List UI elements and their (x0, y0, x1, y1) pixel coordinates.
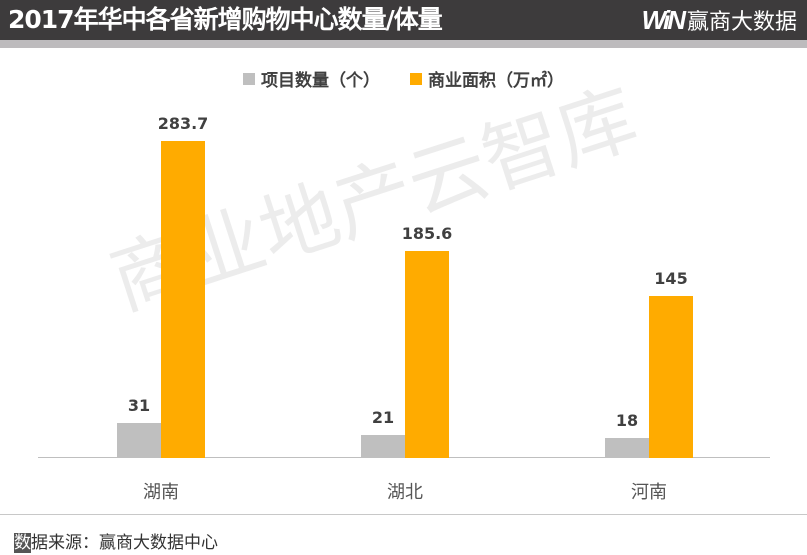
category-label: 湖北 (387, 482, 423, 503)
brand-name: 赢商大数据 (686, 10, 797, 35)
brand-logo-icon: WiN (641, 4, 686, 35)
bar (361, 434, 405, 458)
legend-label: 项目数量（个） (261, 71, 380, 91)
data-label: 145 (654, 268, 688, 288)
data-label: 21 (371, 407, 395, 427)
legend-swatch-gray-icon (243, 72, 255, 85)
data-label: 18 (615, 410, 639, 430)
bar (649, 295, 693, 458)
header-bar: 2017年华中各省新增购物中心数量/体量 WiN 赢商大数据 (0, 0, 807, 40)
header-strip (0, 40, 807, 48)
bar (605, 437, 649, 458)
legend-item-area: 商业面积（万㎡） (410, 66, 564, 91)
footer-divider (0, 514, 807, 515)
bar (161, 141, 205, 458)
legend-item-count: 项目数量（个） (243, 66, 380, 91)
data-label: 283.7 (157, 114, 209, 133)
category-label: 河南 (631, 482, 667, 503)
bar (405, 250, 449, 458)
chart-title: 2017年华中各省新增购物中心数量/体量 (8, 5, 443, 34)
data-label: 185.6 (401, 223, 453, 243)
chart-legend: 项目数量（个） 商业面积（万㎡） (0, 66, 807, 91)
data-source: 数据来源：赢商大数据中心 (14, 533, 218, 553)
brand: WiN 赢商大数据 (642, 4, 797, 36)
category-label: 湖南 (143, 482, 179, 503)
bar (117, 423, 161, 458)
legend-label: 商业面积（万㎡） (428, 71, 564, 91)
data-label: 31 (127, 396, 151, 416)
legend-swatch-orange-icon (410, 72, 422, 85)
